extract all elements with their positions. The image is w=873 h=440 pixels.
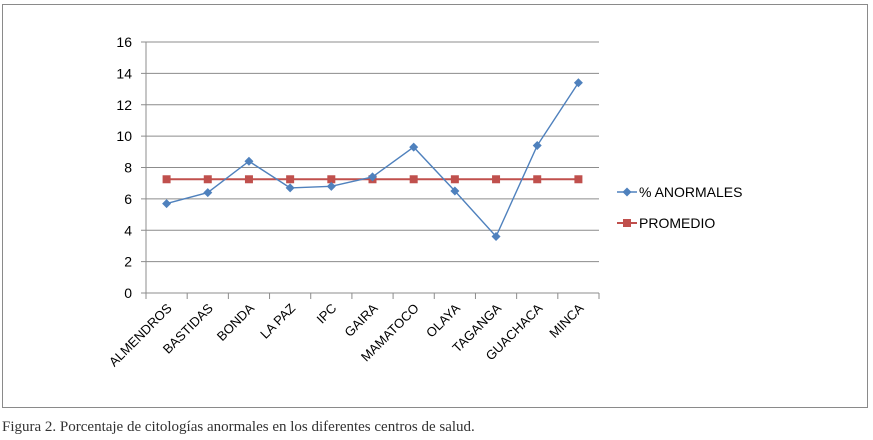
data-point [450,186,460,196]
data-point [409,142,419,152]
y-tick-label: 6 [124,191,132,207]
x-tick-label: LA PAZ [257,300,298,341]
axes [141,41,600,299]
y-tick-label: 12 [116,97,132,113]
y-tick-labels: 0 2 4 6 8 10 12 14 16 [116,34,132,301]
data-point [368,172,377,182]
y-tick-label: 4 [124,222,132,238]
legend-label: PROMEDIO [639,215,715,231]
legend-marker [622,187,632,197]
data-point [574,175,583,184]
gridlines [146,41,599,263]
data-point [492,175,501,184]
data-point [286,175,295,184]
data-point [533,175,542,184]
series-0 [162,78,583,242]
x-tick-label: MINCA [546,300,586,340]
chart-frame: 0 2 4 6 8 10 12 14 16 ALMENDROS BASTIDAS BONDA LA P… [2,4,868,408]
y-tick-label: 14 [116,65,132,81]
y-tick-label: 2 [124,254,132,270]
x-tick-label: ALMENDROS [106,300,175,369]
data-point [326,181,336,191]
y-tick-label: 8 [124,160,132,176]
y-tick-label: 0 [124,285,132,301]
legend-marker [623,219,631,227]
data-point [244,175,253,184]
data-point [573,78,583,88]
data-point [327,175,336,184]
series [162,78,583,242]
figure-caption: Figura 2. Porcentaje de citologías anorm… [2,419,475,435]
data-point [203,188,213,198]
x-tick-label: IPC [314,301,340,327]
data-point [162,199,172,209]
legend: % ANORMALES PROMEDIO [617,184,742,231]
data-point [450,175,459,184]
data-point [285,183,295,193]
x-tick-label: OLAYA [423,300,463,340]
y-tick-label: 16 [116,34,132,50]
series-line [166,82,579,238]
data-point [409,175,418,184]
data-point [162,175,171,184]
y-tick-label: 10 [116,128,132,144]
x-tick-label: BONDA [214,300,258,344]
data-point [491,232,501,242]
legend-label: % ANORMALES [639,184,742,200]
data-point [532,141,542,151]
x-tick-label: GAIRA [341,300,380,339]
data-point [203,175,212,184]
data-point [244,156,254,166]
